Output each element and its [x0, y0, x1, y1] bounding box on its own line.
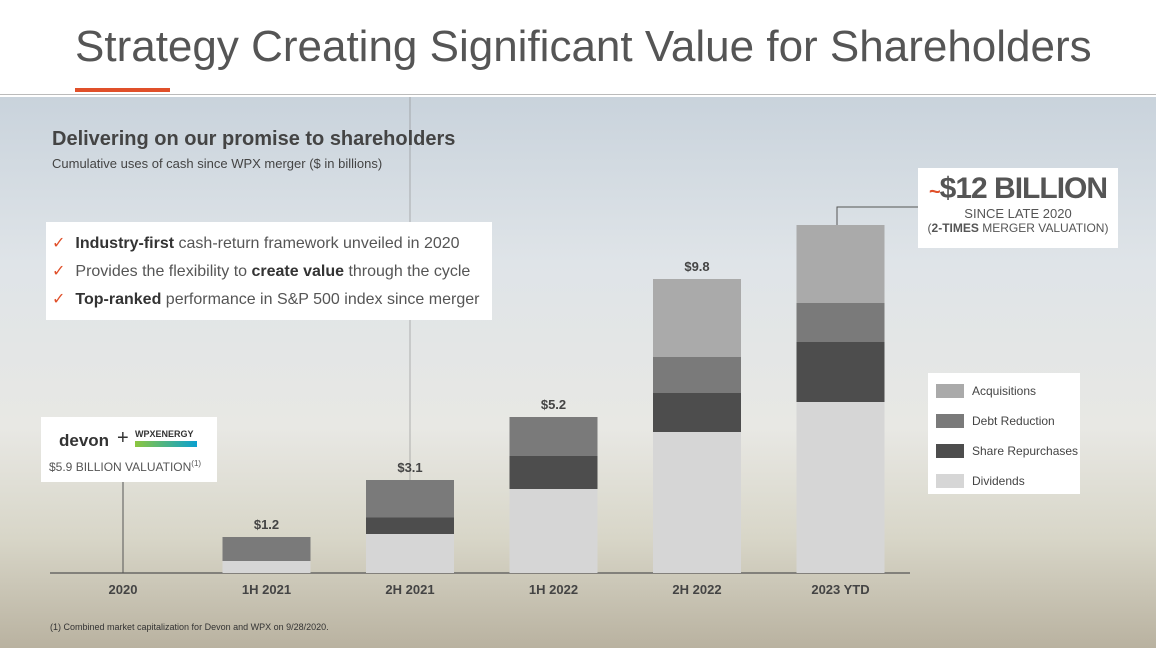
chart-title: Delivering on our promise to shareholder…: [52, 128, 456, 150]
check-text: cash-return framework unveiled in 2020: [174, 235, 460, 252]
headline-connector: [836, 206, 918, 225]
bar-segment: [653, 432, 741, 573]
headline: $12 BILLION: [939, 172, 1108, 205]
x-tick-label: 2H 2022: [672, 582, 721, 597]
legend-label: Debt Reduction: [972, 414, 1055, 428]
bar-segment: [653, 357, 741, 393]
separator: [0, 94, 1156, 95]
devon-logo: devon: [59, 431, 110, 450]
checklist: Industry-first cash-return framework unv…: [46, 222, 492, 320]
title-accent: [75, 88, 170, 92]
bar-segment: [222, 537, 311, 561]
check-text: Provides the flexibility to: [75, 263, 252, 280]
check-text: create value: [251, 263, 344, 280]
x-tick-label: 2020: [109, 582, 138, 597]
bar-segment: [509, 489, 598, 573]
bar-segment: [366, 517, 454, 534]
note-bold: 2-TIMES: [931, 221, 979, 235]
legend-label: Dividends: [972, 474, 1025, 488]
headline-box: ~$12 BILLION SINCE LATE 2020 (2-TIMES ME…: [918, 168, 1118, 248]
footnote: (1) Combined market capitalization for D…: [50, 622, 329, 632]
chart-subtitle: Cumulative uses of cash since WPX merger…: [52, 156, 383, 171]
merger-box: devon + WPXENERGY $5.9 BILLION VALUATION…: [41, 417, 217, 482]
slide-title: Strategy Creating Significant Value for …: [75, 22, 1092, 71]
bar-segment: [509, 417, 598, 456]
check-text: Industry-first: [75, 235, 175, 252]
check-text: performance in S&P 500 index since merge…: [161, 291, 480, 308]
legend-swatch: [936, 474, 964, 488]
bar-segment: [653, 393, 741, 432]
bar-segment: [796, 402, 885, 573]
note-rest: MERGER VALUATION): [978, 221, 1109, 235]
check-item: Top-ranked performance in S&P 500 index …: [52, 286, 482, 314]
headline-since: SINCE LATE 2020: [964, 206, 1072, 221]
value-label: $5.2: [541, 397, 566, 412]
valuation: $5.9 BILLION VALUATION: [49, 460, 192, 474]
check-text: Top-ranked: [75, 291, 162, 308]
legend: Acquisitions Debt Reduction Share Repurcha…: [928, 373, 1080, 494]
x-tick-label: 2H 2021: [385, 582, 434, 597]
wpx-swoosh: [135, 441, 197, 447]
plus: +: [117, 427, 129, 449]
check-item: Industry-first cash-return framework unv…: [52, 230, 482, 258]
wpx-logo: WPXENERGY: [135, 429, 194, 439]
bar-segment: [366, 480, 454, 518]
bottom-band: [0, 648, 1156, 653]
value-label: $9.8: [684, 259, 709, 274]
check-text: through the cycle: [344, 263, 471, 280]
bar-segment: [509, 456, 598, 489]
bar-segment: [796, 342, 885, 402]
value-label: $3.1: [397, 460, 422, 475]
legend-swatch: [936, 414, 964, 428]
note-open: (: [927, 221, 932, 235]
bar-segment: [796, 303, 885, 342]
headline-prefix: ~: [928, 181, 941, 203]
bar-segment: [366, 534, 454, 573]
footnote-ref: (1): [191, 459, 202, 468]
legend-label: Share Repurchases: [972, 444, 1079, 458]
x-tick-label: 2023 YTD: [811, 582, 869, 597]
bar-segment: [222, 561, 311, 573]
bar-segment: [796, 225, 885, 303]
legend-label: Acquisitions: [972, 384, 1037, 398]
x-tick-label: 1H 2022: [529, 582, 578, 597]
bar-segment: [653, 279, 741, 357]
x-tick-label: 1H 2021: [242, 582, 291, 597]
legend-swatch: [936, 444, 964, 458]
check-item: Provides the flexibility to create value…: [52, 258, 482, 286]
legend-swatch: [936, 384, 964, 398]
value-label: $1.2: [254, 517, 279, 532]
